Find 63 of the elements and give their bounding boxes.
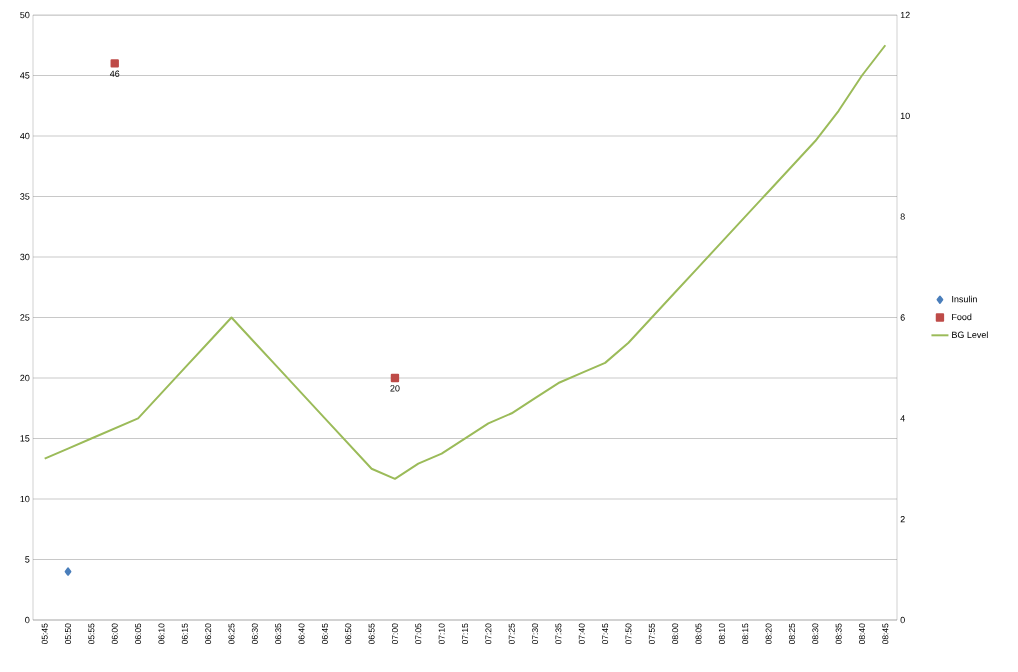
x-tick-label: 05:50 [65, 623, 72, 645]
x-tick-label: 08:20 [765, 623, 772, 645]
y2-tick-label: 10 [900, 112, 910, 120]
x-tick-label: 08:15 [742, 623, 749, 645]
y-tick-label: 5 [25, 556, 30, 563]
x-tick-label: 07:55 [648, 623, 655, 645]
point [390, 373, 400, 383]
x-tick-label: 07:40 [578, 623, 585, 645]
x-tick-label: 06:50 [345, 623, 352, 645]
x-tick-label: 06:10 [158, 623, 165, 645]
legend-label: Food [952, 313, 972, 321]
x-tick-label: 07:25 [508, 623, 515, 645]
x-tick-label: 06:45 [321, 623, 328, 645]
y2-tick-label: 2 [900, 516, 905, 523]
x-tick-label: 08:30 [812, 623, 819, 645]
point [64, 567, 72, 576]
x-tick-label: 08:35 [835, 623, 842, 645]
y-tick-label: 10 [20, 495, 30, 503]
x-tick-label: 06:05 [135, 623, 142, 645]
x-tick-label: 06:15 [181, 623, 188, 645]
x-tick-label: 06:00 [111, 623, 118, 645]
x-tick-label: 06:35 [275, 623, 282, 645]
x-tick-label: 08:05 [695, 623, 702, 645]
y-tick-label: 40 [20, 132, 30, 140]
x-tick-label: 07:30 [532, 623, 539, 645]
data-label: 46 [109, 70, 120, 77]
x-tick-label: 08:25 [788, 623, 795, 645]
x-tick-label: 05:45 [41, 623, 48, 645]
y2-tick-label: 8 [900, 213, 905, 220]
x-tick-label: 06:25 [228, 623, 235, 645]
y-tick-label: 25 [20, 314, 30, 321]
x-tick-label: 06:55 [368, 623, 375, 645]
x-tick-label: 07:50 [625, 623, 632, 645]
y-tick-label: 45 [20, 72, 30, 79]
x-tick-label: 07:10 [438, 623, 445, 645]
x-tick-label: 08:10 [718, 623, 725, 645]
x-tick-label: 07:05 [415, 623, 422, 645]
y2-tick-label: 6 [900, 314, 905, 321]
x-tick-label: 07:00 [391, 623, 398, 645]
y-tick-label: 20 [20, 374, 30, 382]
y-tick-label: 30 [20, 253, 30, 261]
y-tick-label: 50 [20, 11, 30, 19]
data-label: 20 [390, 385, 400, 392]
legend-label: BG Level [952, 331, 988, 338]
y2-tick-label: 4 [900, 415, 905, 422]
y2-tick-label: 0 [900, 616, 905, 624]
x-tick-label: 06:20 [205, 623, 212, 645]
point [110, 59, 119, 68]
legend-label: Insulin [952, 295, 977, 303]
x-tick-label: 08:40 [858, 623, 865, 645]
y-tick-label: 0 [25, 616, 30, 624]
y2-tick-label: 12 [900, 11, 910, 19]
x-tick-label: 06:40 [298, 623, 305, 645]
x-tick-label: 08:45 [882, 623, 889, 645]
y-tick-label: 15 [20, 435, 30, 442]
x-tick-label: 07:45 [602, 623, 609, 645]
x-tick-label: 05:55 [88, 623, 95, 645]
x-tick-label: 07:15 [462, 623, 468, 645]
x-tick-label: 07:35 [555, 623, 562, 645]
y-tick-label: 35 [20, 193, 30, 200]
x-tick-label: 06:30 [251, 623, 258, 645]
x-tick-label: 08:00 [672, 623, 679, 645]
x-tick-label: 07:20 [485, 623, 492, 645]
